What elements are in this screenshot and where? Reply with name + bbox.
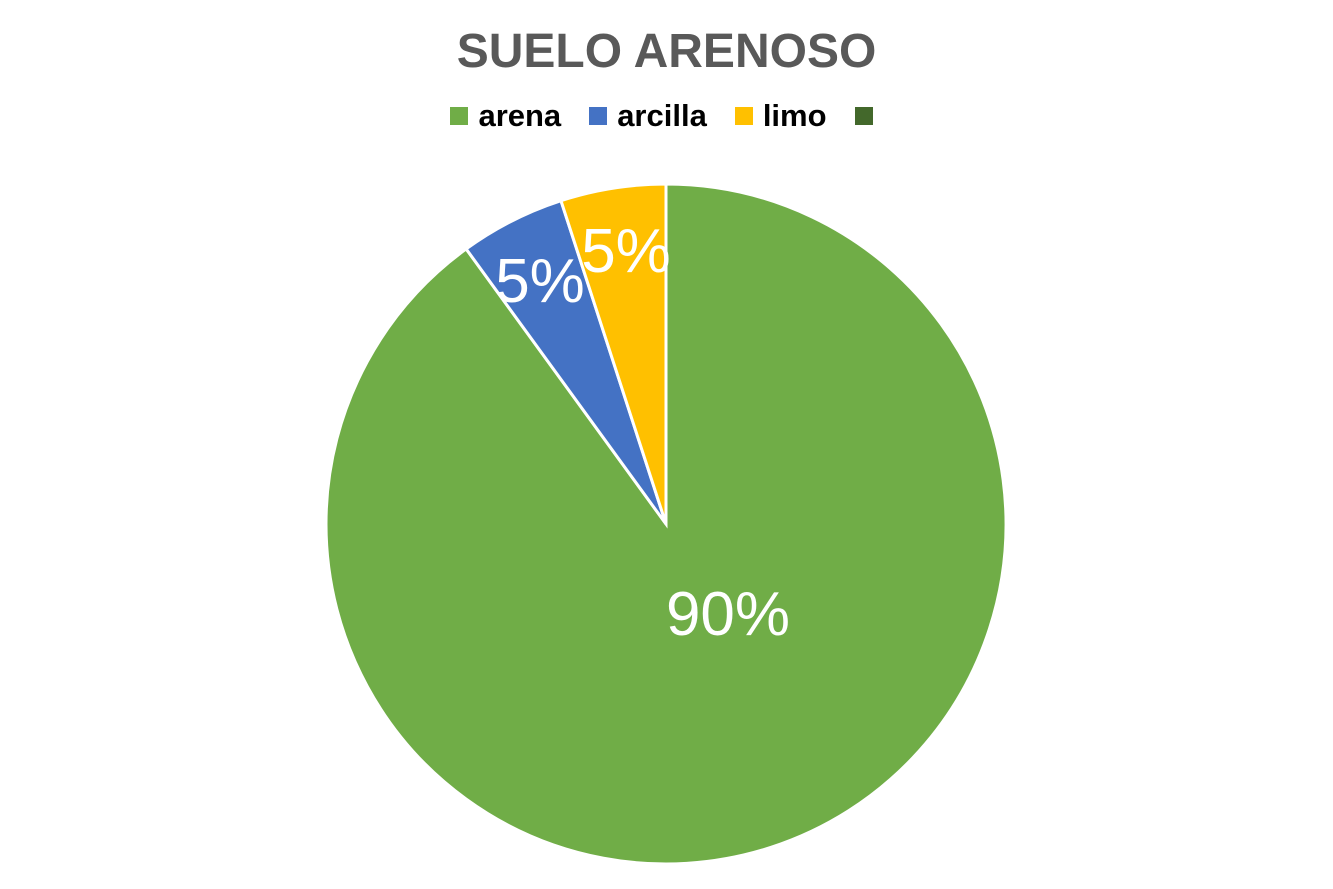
- legend-swatch: [734, 107, 753, 125]
- legend-swatch: [589, 107, 608, 125]
- legend-item: [854, 107, 883, 125]
- data-label-arena: 90%: [666, 580, 790, 649]
- legend-swatch: [854, 107, 873, 125]
- legend: arena arcilla limo: [0, 96, 1333, 136]
- legend-item: arcilla: [589, 98, 707, 134]
- chart-title: SUELO ARENOSO: [456, 25, 877, 78]
- data-label-limo: 5%: [581, 217, 671, 286]
- legend-label: arcilla: [617, 98, 707, 133]
- legend-label: limo: [762, 98, 827, 133]
- legend-item: arena: [450, 98, 561, 134]
- pie-slice-limo: [559, 182, 668, 525]
- legend-label: arena: [478, 98, 562, 133]
- legend-swatch: [450, 107, 469, 125]
- data-label-arcilla: 5%: [495, 247, 585, 316]
- legend-item: limo: [734, 98, 827, 134]
